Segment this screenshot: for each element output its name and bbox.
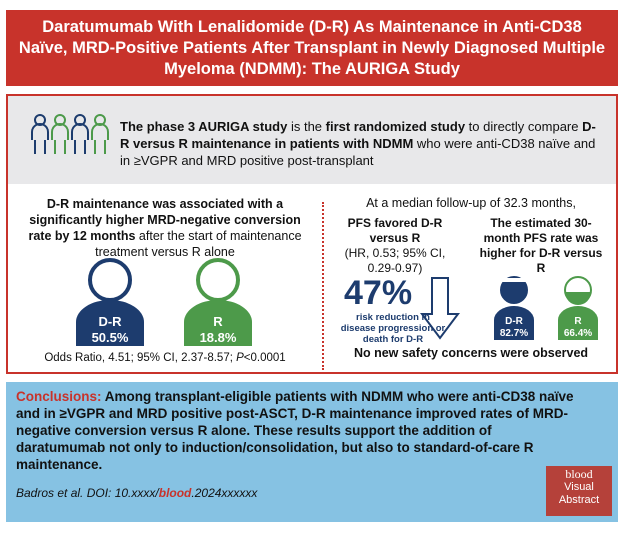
r-pfs-label: R: [574, 316, 582, 327]
follow-up-heading: At a median follow-up of 32.3 months,: [366, 196, 576, 210]
safety-note: No new safety concerns were observed: [353, 346, 589, 360]
visual-abstract-badge: blood Visual Abstract: [546, 466, 612, 516]
patients-group-icon: [31, 114, 109, 154]
page-title: Daratumumab With Lenalidomide (D-R) As M…: [6, 10, 618, 86]
down-arrow-icon: [420, 277, 460, 340]
r-value: 18.8%: [200, 330, 237, 345]
pfs-heading: PFS favored D-R versus R (HR, 0.53; 95% C…: [344, 216, 446, 275]
risk-reduction-value: 47%: [344, 274, 413, 312]
r-label: R: [213, 314, 223, 329]
pfs-person-icons: D-R 82.7% R 66.4%: [494, 276, 598, 340]
r-pfs-value: 66.4%: [564, 328, 592, 339]
conclusions-box: Conclusions: Among transplant-eligible p…: [6, 382, 618, 522]
dr-person-icon: D-R 50.5%: [76, 258, 144, 346]
mrd-conversion-section: D-R maintenance was associated with a si…: [8, 184, 318, 372]
intro-band: The phase 3 AURIGA study is the first ra…: [8, 96, 616, 184]
citation: Badros et al. DOI: 10.xxxx/blood.2024xxx…: [16, 486, 258, 500]
risk-reduction-text: risk reduction in disease progression or…: [340, 312, 446, 345]
dr-label: D-R: [98, 314, 122, 329]
blood-logo: blood: [565, 467, 593, 481]
dr-pfs-person-icon: D-R 82.7%: [494, 276, 534, 340]
results-panel: The phase 3 AURIGA study is the first ra…: [6, 94, 618, 374]
section-divider: [322, 202, 324, 370]
pfs-section: At a median follow-up of 32.3 months, PF…: [326, 184, 616, 372]
mrd-heading: D-R maintenance was associated with a si…: [28, 197, 302, 259]
r-person-icon: R 18.8%: [184, 258, 252, 346]
mrd-person-icons: D-R 50.5% R 18.8%: [76, 258, 252, 346]
pfs-rate-heading: The estimated 30-month PFS rate was high…: [479, 216, 603, 275]
dr-value: 50.5%: [92, 330, 129, 345]
odds-ratio: Odds Ratio, 4.51; 95% CI, 2.37-8.57; P<0…: [44, 352, 286, 364]
dr-pfs-value: 82.7%: [500, 328, 528, 339]
dr-pfs-label: D-R: [505, 316, 524, 327]
r-pfs-person-icon: R 66.4%: [558, 276, 598, 340]
intro-text: The phase 3 AURIGA study is the first ra…: [120, 119, 596, 168]
conclusions-text: Conclusions: Among transplant-eligible p…: [16, 389, 574, 472]
